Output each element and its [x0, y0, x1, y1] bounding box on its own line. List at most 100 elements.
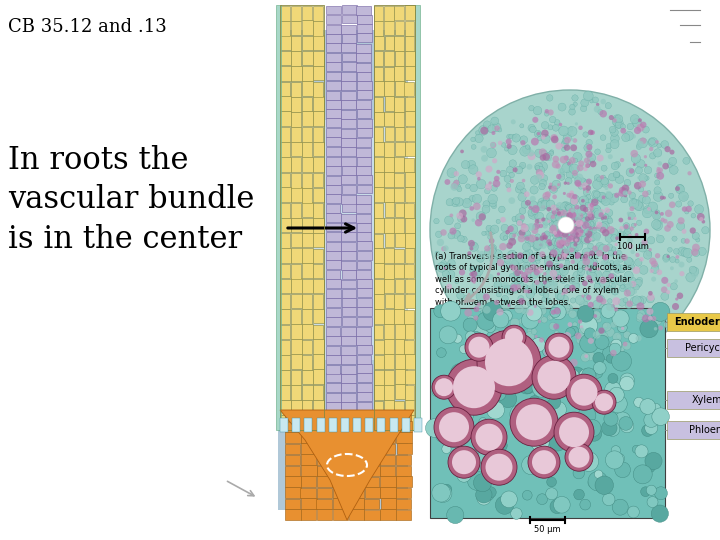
Bar — [396, 510, 411, 521]
Circle shape — [562, 201, 569, 208]
Circle shape — [501, 300, 511, 310]
Circle shape — [608, 299, 612, 303]
Circle shape — [603, 245, 610, 252]
Bar — [405, 415, 415, 430]
Circle shape — [522, 257, 526, 261]
Circle shape — [536, 166, 545, 175]
Circle shape — [606, 192, 613, 199]
Circle shape — [544, 262, 552, 269]
Circle shape — [582, 301, 586, 305]
Circle shape — [593, 197, 598, 202]
Circle shape — [570, 278, 577, 285]
Bar — [414, 418, 422, 432]
Circle shape — [551, 215, 557, 221]
Circle shape — [629, 192, 636, 199]
Circle shape — [588, 273, 593, 279]
Circle shape — [534, 388, 550, 403]
Circle shape — [541, 232, 551, 242]
Bar — [291, 127, 301, 142]
Circle shape — [522, 179, 526, 183]
Bar — [374, 340, 384, 354]
Circle shape — [584, 293, 589, 298]
Circle shape — [642, 126, 649, 133]
Circle shape — [618, 256, 624, 262]
Circle shape — [488, 181, 492, 185]
Bar — [326, 289, 341, 298]
Circle shape — [523, 145, 531, 154]
Bar — [356, 100, 372, 109]
Circle shape — [584, 309, 593, 319]
Circle shape — [560, 295, 569, 303]
Circle shape — [554, 496, 570, 513]
Circle shape — [543, 197, 550, 204]
Circle shape — [604, 207, 610, 213]
Circle shape — [581, 199, 585, 202]
Bar — [313, 309, 324, 323]
Circle shape — [554, 251, 559, 257]
Bar — [302, 157, 312, 172]
Bar — [395, 279, 404, 293]
Circle shape — [606, 144, 611, 149]
Circle shape — [551, 136, 559, 143]
Circle shape — [640, 320, 658, 338]
Circle shape — [593, 362, 606, 374]
Circle shape — [531, 258, 536, 262]
Circle shape — [597, 177, 602, 182]
Bar — [326, 374, 341, 382]
Bar — [313, 127, 323, 141]
Circle shape — [602, 347, 616, 361]
Circle shape — [510, 284, 518, 292]
Circle shape — [544, 349, 552, 357]
Circle shape — [584, 230, 588, 233]
Circle shape — [572, 170, 578, 176]
Bar — [341, 232, 356, 241]
Circle shape — [562, 288, 569, 294]
Circle shape — [492, 330, 502, 339]
Circle shape — [566, 218, 572, 224]
Text: 100 μm: 100 μm — [616, 242, 649, 251]
Circle shape — [588, 302, 594, 308]
Circle shape — [562, 233, 568, 239]
Bar — [384, 21, 394, 36]
Bar — [384, 127, 395, 141]
Circle shape — [529, 264, 537, 272]
Bar — [291, 173, 301, 187]
Bar — [341, 374, 356, 383]
Circle shape — [590, 202, 595, 207]
Circle shape — [634, 259, 642, 266]
Circle shape — [672, 303, 679, 310]
Circle shape — [512, 234, 516, 238]
Circle shape — [577, 383, 598, 403]
Circle shape — [570, 242, 577, 249]
Circle shape — [582, 315, 588, 320]
Circle shape — [636, 144, 642, 150]
Circle shape — [457, 468, 471, 482]
Circle shape — [459, 210, 467, 217]
Circle shape — [552, 264, 562, 273]
Circle shape — [603, 214, 608, 219]
Circle shape — [565, 221, 572, 229]
Circle shape — [566, 227, 571, 232]
Circle shape — [623, 222, 630, 230]
Circle shape — [562, 248, 569, 256]
Circle shape — [647, 485, 657, 495]
Circle shape — [567, 224, 575, 232]
Circle shape — [647, 191, 651, 194]
Circle shape — [600, 279, 610, 289]
Circle shape — [456, 212, 463, 219]
Text: Pericycle: Pericycle — [685, 343, 720, 353]
Circle shape — [568, 221, 577, 230]
Circle shape — [597, 192, 607, 201]
Bar — [326, 411, 341, 420]
Circle shape — [549, 269, 557, 278]
Circle shape — [637, 310, 645, 318]
Circle shape — [562, 253, 567, 258]
Circle shape — [652, 220, 661, 229]
Bar — [357, 80, 372, 90]
Circle shape — [567, 225, 574, 232]
Circle shape — [565, 443, 593, 471]
Bar — [374, 172, 384, 187]
Bar — [325, 91, 341, 100]
Circle shape — [561, 210, 567, 216]
Bar — [341, 33, 356, 43]
